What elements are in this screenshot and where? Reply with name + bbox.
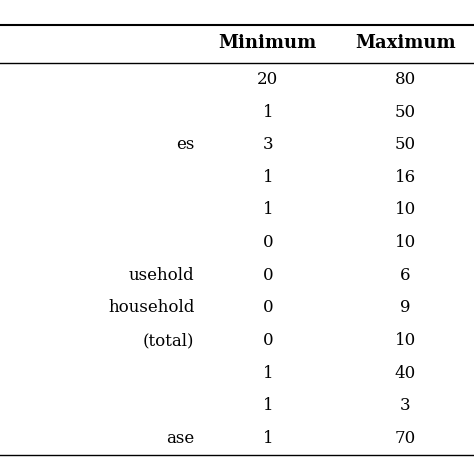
Text: 10: 10 [395, 201, 416, 219]
Text: 1: 1 [263, 103, 273, 120]
Text: 80: 80 [395, 71, 416, 88]
Text: (total): (total) [143, 332, 194, 349]
Text: Maximum: Maximum [355, 35, 456, 53]
Text: 0: 0 [263, 234, 273, 251]
Text: 16: 16 [395, 169, 416, 186]
Text: 0: 0 [263, 332, 273, 349]
Text: 1: 1 [263, 397, 273, 414]
Text: 1: 1 [263, 169, 273, 186]
Text: 1: 1 [263, 201, 273, 219]
Text: 9: 9 [400, 300, 410, 317]
Text: 3: 3 [263, 136, 273, 153]
Text: 50: 50 [395, 103, 416, 120]
Text: 70: 70 [395, 430, 416, 447]
Text: 10: 10 [395, 234, 416, 251]
Text: 0: 0 [263, 300, 273, 317]
Text: 3: 3 [400, 397, 410, 414]
Text: 1: 1 [263, 430, 273, 447]
Text: 50: 50 [395, 136, 416, 153]
Text: household: household [108, 300, 194, 317]
Text: ase: ase [166, 430, 194, 447]
Text: 20: 20 [257, 71, 278, 88]
Text: 6: 6 [400, 267, 410, 284]
Text: usehold: usehold [129, 267, 194, 284]
Text: 40: 40 [395, 365, 416, 382]
Text: 1: 1 [263, 365, 273, 382]
Text: Minimum: Minimum [219, 35, 317, 53]
Text: 10: 10 [395, 332, 416, 349]
Text: es: es [176, 136, 194, 153]
Text: 0: 0 [263, 267, 273, 284]
